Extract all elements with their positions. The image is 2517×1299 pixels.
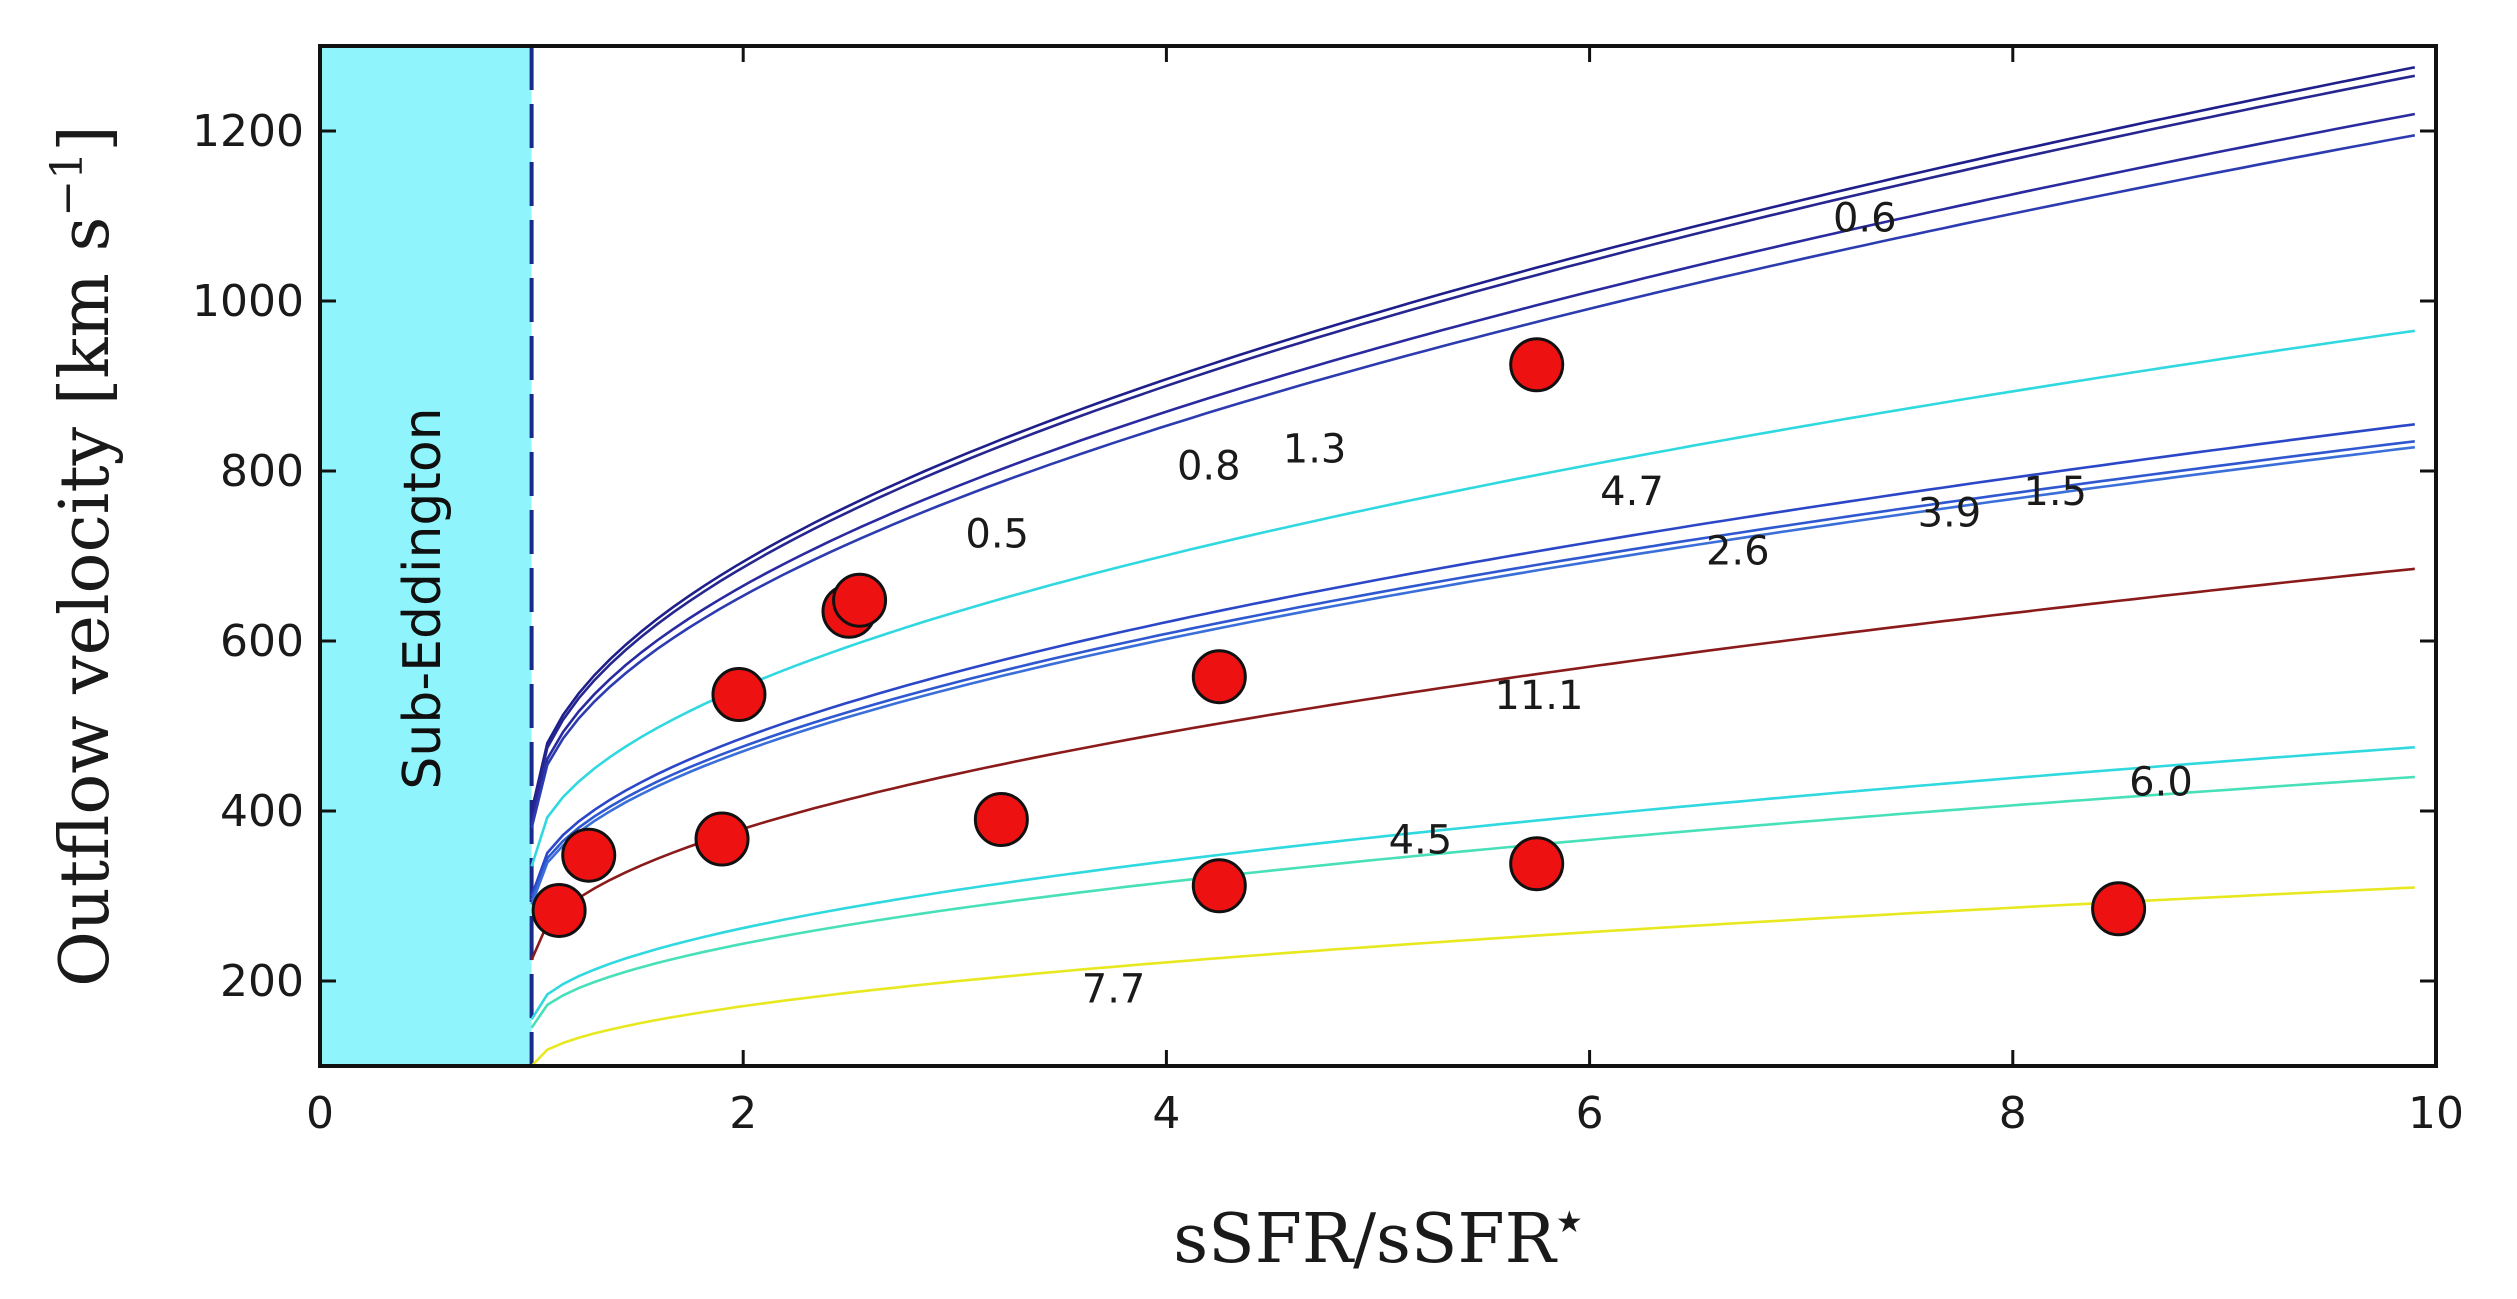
curve-label: 0.6 [1833,195,1897,241]
y-tick-label: 600 [220,616,304,667]
y-tick-label: 400 [220,786,304,837]
data-point [561,827,617,883]
curve-label: 1.5 [2023,469,2087,515]
y-axis-title-exponent: −1 [42,152,93,217]
curve-label: 6.0 [2129,760,2193,806]
series-line-2-6 [530,445,2415,905]
sub-eddington-region [320,46,532,1066]
series-line-0-6 [530,66,2416,812]
series-line-1-3 [530,134,2416,829]
y-axis-title: Outflow velocity [km s−1] [42,125,125,987]
x-axis-title: sSFR/sSFR★ [1173,1200,1583,1279]
x-tick-label: 0 [306,1088,334,1139]
curve-label: 3.9 [1918,490,1982,536]
x-tick-label: 4 [1152,1088,1180,1139]
data-point [694,811,750,867]
y-axis-title-bracket: ] [46,125,125,152]
data-point [973,792,1029,847]
curve-label: 11.1 [1494,673,1583,719]
x-tick-label: 6 [1576,1088,1604,1139]
y-tick-label: 800 [220,446,304,497]
x-tick-label: 10 [2408,1088,2464,1139]
curve-label: 4.5 [1389,818,1453,864]
x-axis-title-star: ★ [1556,1205,1583,1240]
y-tick-label: 1000 [192,276,304,327]
curve-label: 0.5 [965,512,1029,558]
data-point [1509,836,1565,892]
series-line-3-9 [530,440,2415,901]
series-line-4-7 [530,329,2415,867]
plot-frame [318,44,2438,1068]
y-axis-title-main: Outflow velocity [km s [46,217,125,987]
y-tick-label: 200 [220,956,304,1007]
curve-label: 1.3 [1283,427,1347,473]
curve-label: 7.7 [1082,966,1146,1012]
series-line-0-5 [530,74,2416,816]
data-point [2091,881,2147,937]
series-line-6-0 [530,746,2415,1020]
data-point [1191,858,1247,914]
series-line-0-8 [530,112,2416,825]
sub-eddington-label: Sub-Eddington [393,407,453,789]
data-point [1191,649,1247,705]
data-point [832,572,888,628]
series-line-11-1 [530,567,2415,961]
curve-label: 4.7 [1600,469,1664,515]
curve-label: 0.8 [1177,444,1241,490]
curve-label: 2.6 [1706,529,1770,575]
x-axis-title-main: sSFR/sSFR [1173,1200,1557,1279]
data-point [1509,337,1565,393]
data-point [711,667,767,723]
x-tick-label: 2 [729,1088,757,1139]
series-line-1-5 [530,423,2415,897]
x-tick-label: 8 [1999,1088,2027,1139]
y-tick-label: 1200 [192,106,304,157]
series-line-4-5 [530,775,2415,1029]
data-point [531,882,587,938]
plot-background [320,46,2436,1066]
